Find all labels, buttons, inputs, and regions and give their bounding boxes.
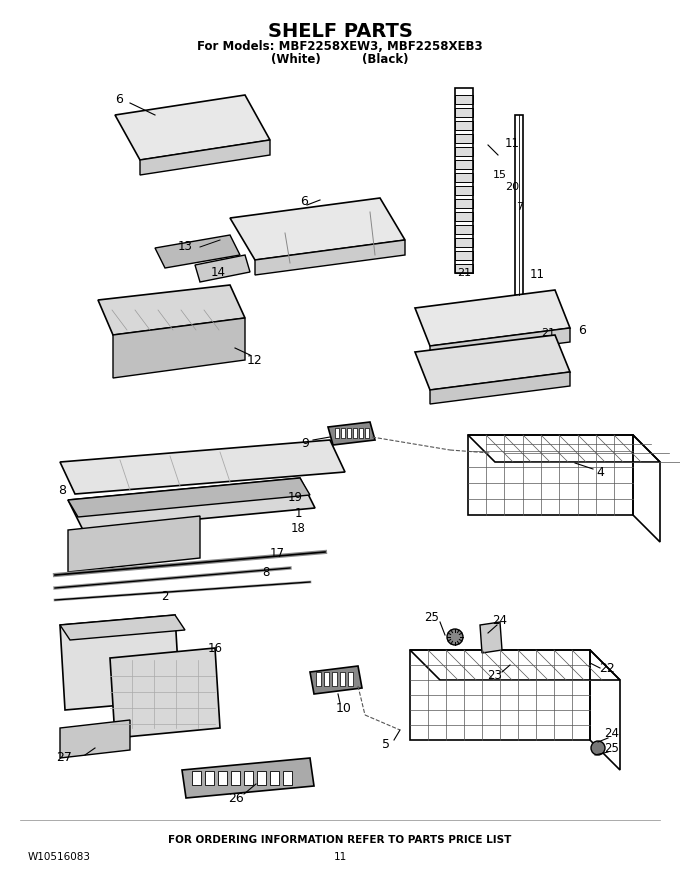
Polygon shape (455, 108, 473, 117)
Text: W10516083: W10516083 (28, 852, 91, 862)
Polygon shape (455, 147, 473, 156)
Text: 16: 16 (207, 642, 222, 655)
Polygon shape (430, 372, 570, 404)
Text: FOR ORDERING INFORMATION REFER TO PARTS PRICE LIST: FOR ORDERING INFORMATION REFER TO PARTS … (169, 835, 511, 845)
Text: SHELF PARTS: SHELF PARTS (267, 22, 413, 41)
Text: 23: 23 (488, 669, 503, 681)
Polygon shape (324, 672, 329, 686)
Polygon shape (310, 666, 362, 694)
Text: 25: 25 (605, 742, 619, 754)
Polygon shape (270, 771, 279, 785)
Polygon shape (195, 255, 250, 282)
Text: 17: 17 (269, 546, 284, 560)
Polygon shape (340, 672, 345, 686)
Polygon shape (455, 95, 473, 104)
Polygon shape (192, 771, 201, 785)
Polygon shape (257, 771, 266, 785)
Polygon shape (60, 615, 185, 640)
Text: 8: 8 (262, 566, 270, 578)
Text: 10: 10 (336, 701, 352, 715)
Circle shape (447, 629, 463, 645)
Text: 11: 11 (505, 136, 520, 150)
Polygon shape (140, 140, 270, 175)
Polygon shape (68, 516, 200, 572)
Polygon shape (359, 428, 363, 438)
Polygon shape (415, 290, 570, 346)
Text: 24: 24 (492, 613, 507, 627)
Text: 4: 4 (596, 466, 604, 479)
Text: 1: 1 (294, 507, 302, 519)
Text: 2: 2 (161, 590, 169, 603)
Polygon shape (341, 428, 345, 438)
Polygon shape (430, 328, 570, 360)
Polygon shape (455, 251, 473, 260)
Text: 11: 11 (333, 852, 347, 862)
Polygon shape (218, 771, 227, 785)
Text: 19: 19 (288, 490, 303, 503)
Polygon shape (244, 771, 253, 785)
Text: 8: 8 (58, 483, 66, 496)
Text: (White)          (Black): (White) (Black) (271, 53, 409, 66)
Polygon shape (347, 428, 351, 438)
Text: 24: 24 (605, 727, 619, 739)
Circle shape (591, 741, 605, 755)
Polygon shape (455, 212, 473, 221)
Text: 7: 7 (516, 202, 524, 212)
Polygon shape (68, 478, 310, 517)
Text: 15: 15 (493, 170, 507, 180)
Text: 21: 21 (457, 268, 471, 278)
Polygon shape (348, 672, 353, 686)
Polygon shape (455, 238, 473, 247)
Polygon shape (455, 264, 473, 273)
Polygon shape (455, 134, 473, 143)
Polygon shape (182, 758, 314, 798)
Polygon shape (328, 422, 375, 445)
Polygon shape (60, 440, 345, 494)
Polygon shape (455, 160, 473, 169)
Polygon shape (353, 428, 357, 438)
Text: 9: 9 (301, 436, 309, 450)
Polygon shape (316, 672, 321, 686)
Text: 6: 6 (115, 92, 123, 106)
Polygon shape (113, 318, 245, 378)
Polygon shape (110, 648, 220, 738)
Text: 18: 18 (290, 522, 305, 534)
Polygon shape (60, 615, 180, 710)
Polygon shape (255, 240, 405, 275)
Polygon shape (415, 335, 570, 390)
Text: For Models: MBF2258XEW3, MBF2258XEB3: For Models: MBF2258XEW3, MBF2258XEB3 (197, 40, 483, 53)
Text: 22: 22 (599, 662, 615, 674)
Polygon shape (332, 672, 337, 686)
Polygon shape (205, 771, 214, 785)
Polygon shape (155, 235, 240, 268)
Text: 21: 21 (541, 328, 555, 338)
Polygon shape (98, 285, 245, 335)
Text: 6: 6 (300, 194, 308, 208)
Text: 12: 12 (247, 354, 263, 366)
Polygon shape (455, 173, 473, 182)
Polygon shape (115, 95, 270, 160)
Polygon shape (455, 225, 473, 234)
Text: 5: 5 (382, 737, 390, 751)
Text: 20: 20 (505, 182, 519, 192)
Text: 14: 14 (211, 266, 226, 278)
Text: 11: 11 (530, 268, 545, 281)
Polygon shape (60, 720, 130, 758)
Polygon shape (230, 198, 405, 260)
Polygon shape (231, 771, 240, 785)
Polygon shape (283, 771, 292, 785)
Text: 26: 26 (228, 791, 244, 804)
Text: 25: 25 (424, 611, 439, 624)
Polygon shape (365, 428, 369, 438)
Text: 13: 13 (177, 239, 192, 253)
Polygon shape (455, 121, 473, 130)
Text: 27: 27 (56, 751, 72, 764)
Polygon shape (455, 186, 473, 195)
Polygon shape (335, 428, 339, 438)
Text: 6: 6 (578, 324, 586, 336)
Polygon shape (480, 622, 502, 653)
Polygon shape (68, 478, 315, 530)
Polygon shape (455, 199, 473, 208)
